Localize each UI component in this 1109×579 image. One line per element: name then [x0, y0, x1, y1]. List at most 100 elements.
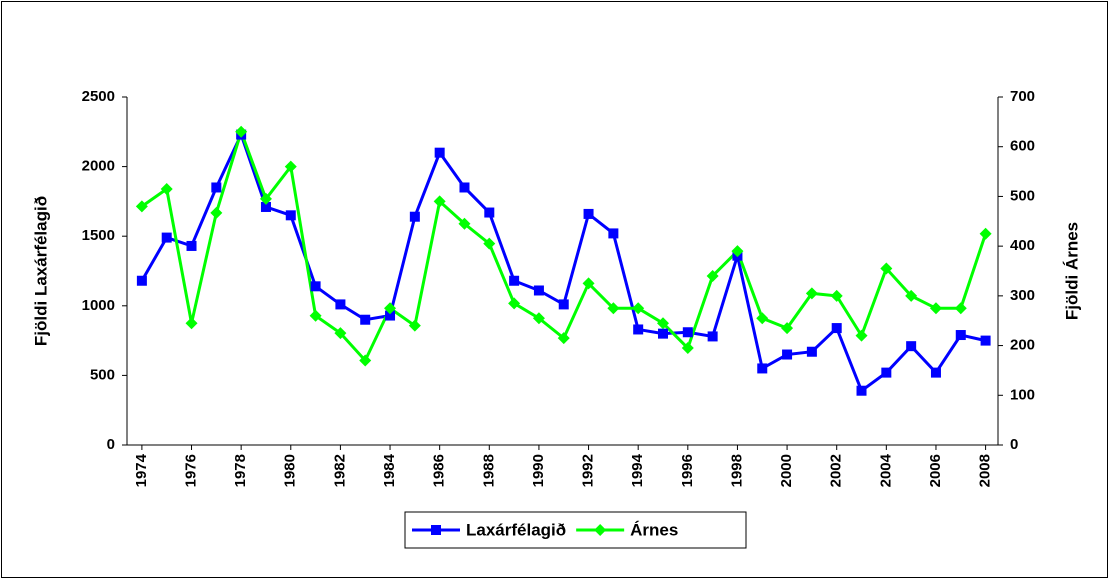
- data-point: [458, 217, 471, 230]
- data-point: [509, 275, 520, 286]
- data-point: [161, 232, 172, 243]
- y2-tick-label: 700: [1010, 88, 1035, 105]
- data-point: [979, 227, 992, 240]
- data-point: [881, 367, 892, 378]
- data-point: [433, 195, 446, 208]
- data-point: [359, 354, 372, 367]
- data-point: [682, 327, 693, 338]
- data-point: [929, 302, 942, 315]
- data-point: [334, 327, 347, 340]
- data-point: [731, 245, 744, 258]
- legend-label: Árnes: [630, 520, 678, 539]
- data-point: [186, 240, 197, 251]
- data-point: [434, 147, 445, 158]
- data-point: [135, 200, 148, 213]
- data-point: [781, 322, 794, 335]
- data-point: [558, 299, 569, 310]
- x-tick-label: 2002: [828, 454, 845, 487]
- data-point: [583, 208, 594, 219]
- data-point: [805, 287, 818, 300]
- data-point: [855, 329, 868, 342]
- data-point: [905, 289, 918, 302]
- data-point: [310, 281, 321, 292]
- y-tick-label: 1000: [82, 297, 115, 314]
- data-point: [335, 299, 346, 310]
- data-point: [806, 346, 817, 357]
- legend-label: Laxárfélagið: [466, 520, 566, 539]
- data-point: [384, 302, 397, 315]
- data-point: [408, 319, 421, 332]
- x-tick-label: 1990: [530, 454, 547, 487]
- data-point: [136, 275, 147, 286]
- data-point: [955, 330, 966, 341]
- data-point: [880, 262, 893, 275]
- legend: [404, 511, 747, 549]
- x-tick-label: 2006: [927, 454, 944, 487]
- data-point: [409, 211, 420, 222]
- data-point: [856, 385, 867, 396]
- x-tick-label: 2008: [977, 454, 994, 487]
- data-point: [532, 312, 545, 325]
- x-tick-label: 2004: [877, 453, 894, 487]
- y2-tick-label: 300: [1010, 287, 1035, 304]
- data-point: [160, 182, 173, 195]
- data-point: [484, 207, 495, 218]
- x-tick-label: 1988: [480, 454, 497, 487]
- x-tick-label: 1984: [381, 453, 398, 487]
- y-tick-label: 1500: [82, 227, 115, 244]
- data-point: [658, 328, 668, 339]
- data-point: [360, 314, 371, 325]
- y-tick-label: 0: [107, 436, 115, 453]
- x-tick-label: 1974: [133, 453, 150, 487]
- y-axis-title: Fjöldi Laxárfélagið: [31, 196, 50, 346]
- data-point: [681, 342, 694, 355]
- y-tick-label: 2500: [82, 88, 115, 105]
- x-tick-label: 1976: [182, 454, 199, 487]
- data-point: [533, 285, 544, 296]
- x-tick-label: 1982: [331, 454, 348, 487]
- data-point: [385, 310, 396, 321]
- data-point: [782, 349, 793, 360]
- y2-tick-label: 200: [1010, 337, 1035, 354]
- data-point: [309, 309, 322, 322]
- data-point: [954, 302, 967, 315]
- data-point: [706, 269, 719, 282]
- x-tick-label: 1994: [629, 453, 646, 487]
- legend-marker: [431, 525, 441, 535]
- data-point: [906, 341, 917, 352]
- data-point: [980, 335, 991, 346]
- y2-tick-label: 0: [1010, 436, 1018, 453]
- data-point: [756, 312, 769, 325]
- data-point: [508, 297, 521, 310]
- data-point: [185, 317, 198, 330]
- x-tick-label: 1992: [580, 454, 597, 487]
- data-point: [483, 237, 496, 250]
- data-point: [607, 302, 620, 315]
- y2-axis-title: Fjöldi Árnes: [1062, 222, 1081, 320]
- data-point: [211, 182, 222, 193]
- legend-marker: [594, 524, 607, 536]
- data-point: [831, 323, 842, 334]
- data-point: [210, 206, 223, 219]
- data-point: [657, 317, 669, 330]
- y-tick-label: 2000: [82, 158, 115, 175]
- data-point: [557, 332, 570, 345]
- y2-tick-label: 400: [1010, 237, 1035, 254]
- data-point: [582, 277, 595, 290]
- data-point: [707, 331, 718, 342]
- data-point: [608, 228, 619, 239]
- data-point: [632, 302, 645, 315]
- y2-tick-label: 100: [1010, 386, 1035, 403]
- y2-tick-label: 600: [1010, 138, 1035, 155]
- x-tick-label: 1980: [282, 454, 299, 487]
- x-tick-label: 1998: [728, 454, 745, 487]
- data-point: [830, 289, 843, 302]
- data-point: [259, 192, 272, 205]
- data-point: [459, 182, 470, 193]
- x-tick-label: 1996: [679, 454, 696, 487]
- y2-tick-label: 500: [1010, 187, 1035, 204]
- data-point: [285, 210, 296, 221]
- data-point: [260, 201, 271, 212]
- data-point: [633, 324, 644, 335]
